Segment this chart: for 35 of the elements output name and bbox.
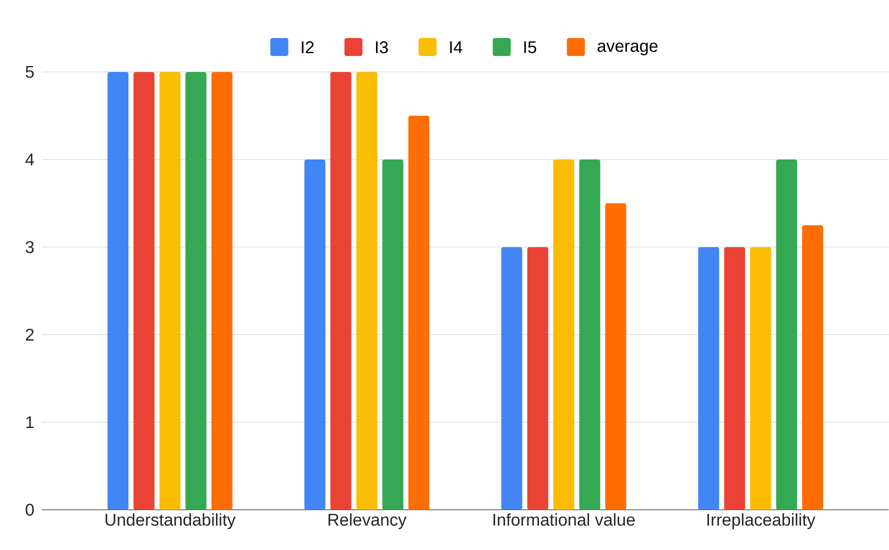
x-tick-label: Relevancy [328, 513, 406, 530]
y-tick-label: 2 [26, 328, 34, 341]
legend-label: I3 [376, 41, 388, 54]
y-tick-label: 5 [26, 66, 34, 78]
bar [408, 116, 430, 510]
bar [802, 225, 824, 510]
x-tick-label: Irreplaceability [707, 513, 816, 530]
legend-label: I4 [450, 41, 462, 54]
bar [133, 72, 154, 510]
legend-label: I5 [524, 41, 536, 54]
bar [382, 160, 404, 510]
bar [159, 72, 180, 510]
bar [107, 72, 128, 510]
bar [527, 247, 548, 510]
y-tick-label: 0 [26, 504, 34, 516]
bar [724, 247, 746, 510]
legend-label: I2 [302, 41, 314, 54]
y-tick-label: 3 [26, 241, 34, 254]
bar [750, 247, 772, 510]
y-tick-label: 4 [25, 154, 34, 166]
bar [501, 247, 522, 510]
y-tick-label: 1 [26, 416, 34, 428]
bar [330, 72, 352, 510]
bar [553, 160, 574, 510]
bar [605, 203, 626, 510]
bar [304, 160, 326, 510]
bar [185, 72, 206, 510]
legend-label: average [598, 42, 658, 56]
x-tick-label: Understandability [106, 513, 236, 530]
bar [211, 72, 232, 510]
bar [579, 160, 600, 510]
bar [698, 247, 720, 510]
bar [356, 72, 378, 510]
x-tick-label: Informational value [494, 513, 635, 526]
bar [776, 160, 798, 510]
